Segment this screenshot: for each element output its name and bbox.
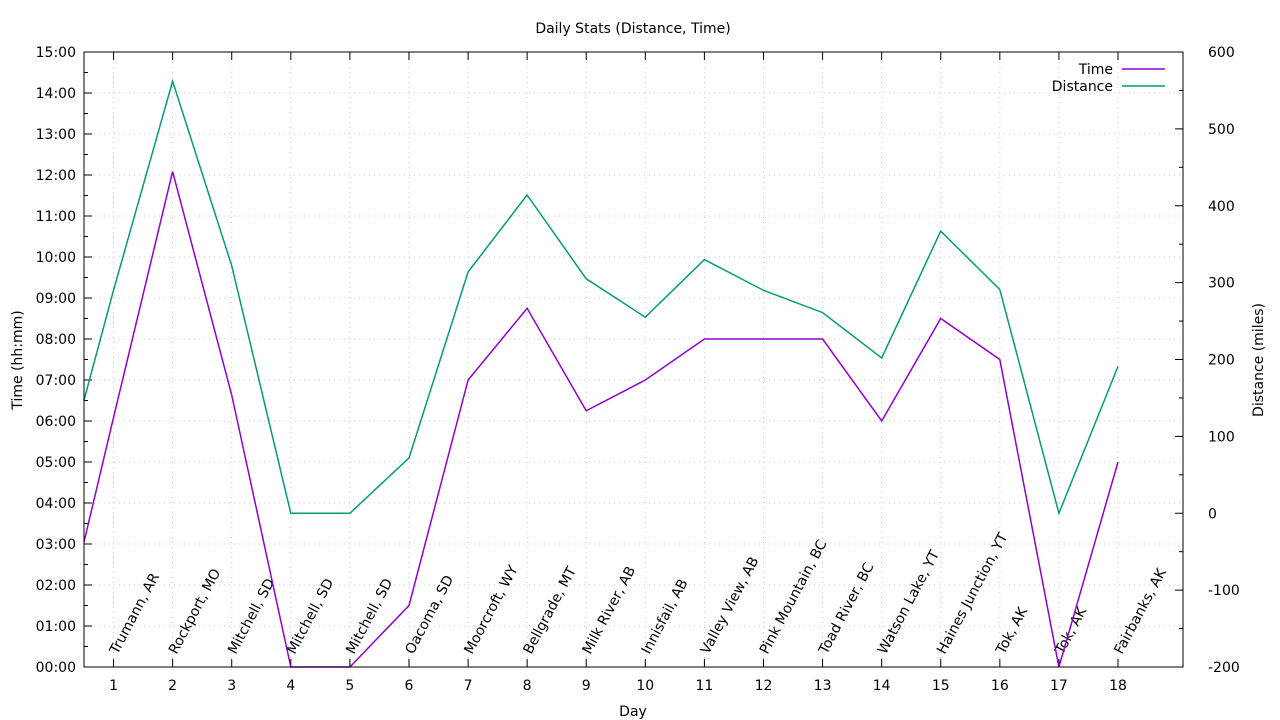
y-tick-label: 10:00 bbox=[36, 250, 76, 266]
y-tick-label: 14:00 bbox=[36, 86, 76, 102]
x-tick-label: 8 bbox=[523, 678, 532, 694]
y-tick-label: 12:00 bbox=[36, 168, 76, 184]
stop-label: Tok, AK bbox=[1052, 604, 1091, 658]
y-axis-label: Time (hh:mm) bbox=[10, 310, 26, 410]
y-tick-label: 07:00 bbox=[36, 373, 76, 389]
y-tick-label: 06:00 bbox=[36, 414, 76, 430]
stop-label: Mitchell, SD bbox=[225, 576, 278, 657]
x-tick-label: 17 bbox=[1050, 678, 1068, 694]
x-tick-label: 10 bbox=[636, 678, 654, 694]
y2-tick-label: -200 bbox=[1208, 660, 1240, 676]
x-tick-label: 2 bbox=[168, 678, 177, 694]
x-tick-label: 11 bbox=[695, 678, 713, 694]
x-axis: 1 2 3 4 5 6 7 8 9 10 11 12 13 14 15 16 17 18 bbox=[109, 52, 1127, 694]
y2-axis: -200 -100 0 100 200 300 400 500 600 bbox=[1175, 45, 1240, 676]
stop-label: Trumann, AR bbox=[106, 570, 163, 657]
y-tick-label: 15:00 bbox=[36, 45, 76, 61]
x-tick-label: 9 bbox=[582, 678, 591, 694]
stop-label: Rockport, MO bbox=[166, 566, 224, 657]
y-tick-label: 13:00 bbox=[36, 127, 76, 143]
series-line-time bbox=[83, 171, 1119, 668]
x-tick-label: 18 bbox=[1109, 678, 1127, 694]
legend-label-distance: Distance bbox=[1052, 79, 1113, 95]
y2-tick-label: 300 bbox=[1208, 276, 1235, 292]
stop-label: Bellgrade, MT bbox=[521, 564, 581, 657]
stop-label: Milk River, AB bbox=[580, 564, 640, 657]
x-tick-label: 7 bbox=[464, 678, 473, 694]
x-tick-label: 4 bbox=[286, 678, 295, 694]
y2-tick-label: 600 bbox=[1208, 45, 1235, 61]
stop-label: Tok, AK bbox=[993, 604, 1032, 658]
y2-axis-label: Distance (miles) bbox=[1251, 303, 1267, 417]
stop-label: Mitchell, SD bbox=[284, 576, 337, 657]
stop-label: Fairbanks, AK bbox=[1111, 565, 1170, 657]
series-lines bbox=[83, 78, 1119, 668]
y-tick-label: 11:00 bbox=[36, 209, 76, 225]
y-axis: 00:00 01:00 02:00 03:00 04:00 05:00 06:00 07:00… bbox=[36, 45, 92, 676]
chart-title: Daily Stats (Distance, Time) bbox=[535, 21, 730, 37]
y-tick-label: 08:00 bbox=[36, 332, 76, 348]
grid bbox=[84, 52, 1183, 667]
x-tick-label: 16 bbox=[991, 678, 1009, 694]
stop-labels: Trumann, AR Rockport, MO Mitchell, SD Mitch… bbox=[106, 530, 1170, 658]
x-tick-label: 3 bbox=[227, 678, 236, 694]
y2-tick-label: 100 bbox=[1208, 429, 1235, 445]
legend-label-time: Time bbox=[1078, 62, 1113, 78]
x-tick-label: 5 bbox=[345, 678, 354, 694]
stop-label: Innisfail, AB bbox=[639, 577, 692, 657]
y2-tick-label: 200 bbox=[1208, 353, 1235, 369]
stop-label: Mitchell, SD bbox=[343, 576, 396, 657]
series-line-distance bbox=[83, 78, 1119, 516]
stop-label: Moorcroft, WY bbox=[461, 563, 521, 657]
y2-tick-label: -100 bbox=[1208, 583, 1240, 599]
y2-tick-label: 500 bbox=[1208, 122, 1235, 138]
x-tick-label: 6 bbox=[405, 678, 414, 694]
x-axis-label: Day bbox=[619, 704, 647, 720]
y-tick-label: 00:00 bbox=[36, 660, 76, 676]
x-tick-label: 12 bbox=[755, 678, 773, 694]
y-tick-label: 09:00 bbox=[36, 291, 76, 307]
y-tick-label: 02:00 bbox=[36, 578, 76, 594]
stop-label: Pink Mountain, BC bbox=[757, 537, 831, 657]
y2-tick-label: 0 bbox=[1208, 506, 1217, 522]
y2-tick-label: 400 bbox=[1208, 199, 1235, 215]
x-tick-label: 14 bbox=[873, 678, 891, 694]
y-tick-label: 01:00 bbox=[36, 619, 76, 635]
plot-frame bbox=[83, 51, 1184, 668]
x-tick-label: 1 bbox=[109, 678, 118, 694]
y-tick-label: 04:00 bbox=[36, 496, 76, 512]
x-tick-label: 13 bbox=[814, 678, 832, 694]
stop-label: Valley View, AB bbox=[698, 554, 763, 656]
stop-label: Watson Lake, YT bbox=[875, 548, 943, 657]
y-tick-label: 03:00 bbox=[36, 537, 76, 553]
y-tick-label: 05:00 bbox=[36, 455, 76, 471]
x-tick-label: 15 bbox=[932, 678, 950, 694]
stop-label: Toad River, BC bbox=[816, 560, 878, 658]
